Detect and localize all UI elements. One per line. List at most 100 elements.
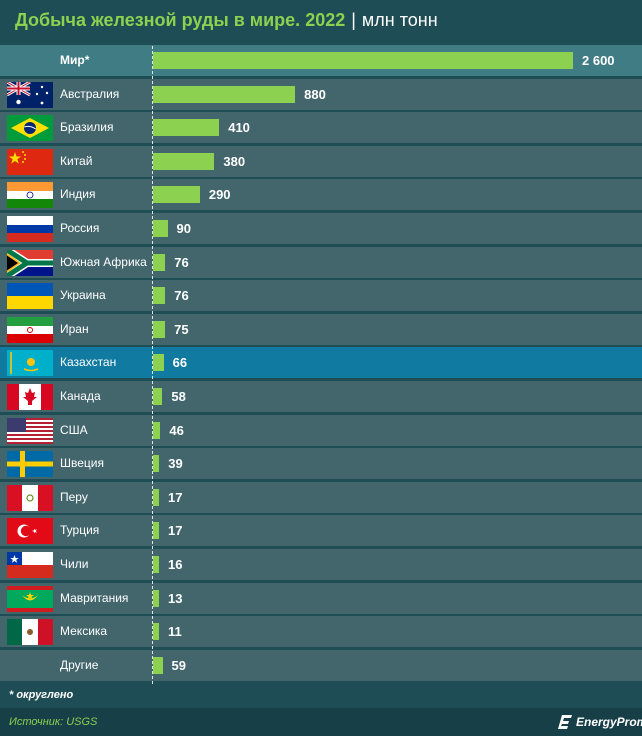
mauritania-flag-icon (7, 585, 53, 612)
footnote: * округлено (9, 689, 74, 701)
data-label: 66 (172, 355, 188, 371)
data-label: 290 (208, 187, 231, 203)
category-label: Казахстан (60, 355, 117, 370)
data-label: 59 (171, 657, 186, 673)
category-label: Индия (60, 187, 96, 202)
sweden-flag-icon (7, 451, 53, 478)
chart-row: Турция 17 (0, 515, 642, 547)
chart-row: Китай 380 (0, 145, 642, 177)
brand-name: EnergyProm (576, 715, 642, 729)
category-label: Турция (60, 523, 100, 538)
category-label: Мавритания (60, 590, 129, 605)
data-label: 58 (171, 389, 186, 404)
bar (153, 220, 168, 237)
bar (153, 354, 164, 372)
bar (153, 455, 160, 473)
chart-unit: млн тонн (361, 10, 438, 30)
category-label: Южная Африка (60, 254, 147, 269)
category-label: Перу (60, 489, 88, 504)
category-label: Мексика (60, 624, 108, 639)
ukraine-flag-icon (7, 283, 53, 310)
brazil-flag-icon (7, 115, 53, 142)
data-label: 76 (174, 254, 189, 270)
data-label: 2 600 (582, 53, 615, 68)
data-label: 39 (168, 456, 183, 472)
chart-title-text: Добыча железной руды в мире. 2022 (15, 10, 346, 30)
data-label: 380 (223, 153, 246, 169)
category-label: Швеция (60, 456, 104, 471)
canada-flag-icon (7, 384, 53, 410)
category-label: Другие (60, 657, 99, 672)
footer-band (0, 708, 642, 736)
chart-row: Другие 59 (0, 649, 642, 681)
data-label: 17 (168, 523, 183, 539)
bar (153, 556, 159, 573)
chart-row: Швеция 39 (0, 448, 642, 480)
data-label: 880 (304, 86, 326, 102)
peru-flag-icon (7, 484, 53, 511)
chart-row: Иран 75 (0, 313, 642, 345)
chart-row: Южная Африка 76 (0, 246, 642, 278)
brand-logo: EnergyProm (555, 713, 642, 731)
bar (153, 186, 200, 204)
data-label: 46 (169, 422, 184, 438)
category-label: Россия (60, 221, 100, 235)
category-label: Канада (60, 389, 101, 403)
category-label: Украина (60, 288, 106, 303)
bar (153, 589, 159, 607)
chart-row: Австралия 880 (0, 78, 642, 110)
chart-row: Казахстан 66 (0, 347, 642, 379)
bar (153, 488, 159, 506)
bar (153, 320, 166, 338)
data-label: 410 (228, 120, 250, 136)
chart-title: Добыча железной руды в мире. 2022 | млн то… (15, 10, 438, 31)
data-label: 11 (168, 624, 182, 640)
chart-row: Мексика 11 (0, 616, 642, 648)
bar (153, 388, 163, 405)
category-label: Бразилия (60, 120, 114, 135)
bar (153, 119, 220, 137)
chart-row: США 46 (0, 414, 642, 446)
bar (153, 85, 296, 103)
data-label: 75 (174, 321, 189, 337)
category-label: Чили (60, 557, 89, 571)
bar (153, 152, 215, 170)
iran-flag-icon (7, 316, 53, 343)
data-label: 17 (168, 489, 183, 505)
bar (153, 253, 166, 271)
category-label: Китай (60, 153, 93, 168)
category-label: США (60, 422, 88, 437)
data-label: 16 (168, 557, 183, 572)
bar (153, 623, 159, 641)
category-label: Австралия (60, 86, 120, 101)
bar (153, 421, 161, 439)
chart-row: Украина 76 (0, 280, 642, 312)
chart-row: Бразилия 410 (0, 112, 642, 144)
kazakhstan-flag-icon (7, 350, 53, 377)
turkey-flag-icon (7, 518, 53, 545)
bar (153, 656, 163, 674)
chart-row: Индия 290 (0, 179, 642, 211)
chart-row: Мавритания 13 (0, 582, 642, 614)
usa-flag-icon (7, 417, 53, 444)
chart-row: Канада 58 (0, 381, 642, 412)
chart-row: Мир* 2 600 (0, 45, 642, 76)
title-separator: | (351, 10, 356, 30)
chart-row: Чили 16 (0, 549, 642, 580)
chart-row: Перу 17 (0, 481, 642, 513)
australia-flag-icon (7, 81, 53, 108)
bar (153, 522, 159, 540)
axis-baseline (152, 46, 153, 684)
energyprom-logo-icon (558, 715, 572, 729)
mexico-flag-icon (7, 619, 53, 646)
bar (153, 287, 166, 305)
category-label: Мир* (60, 53, 90, 67)
russia-flag-icon (7, 216, 53, 242)
chile-flag-icon (7, 552, 53, 578)
chart-row: Россия 90 (0, 213, 642, 244)
data-label: 90 (176, 221, 191, 236)
source-note: Источник: USGS (9, 716, 98, 728)
category-label: Иран (60, 321, 89, 336)
china-flag-icon (7, 148, 53, 175)
data-label: 13 (168, 590, 183, 606)
